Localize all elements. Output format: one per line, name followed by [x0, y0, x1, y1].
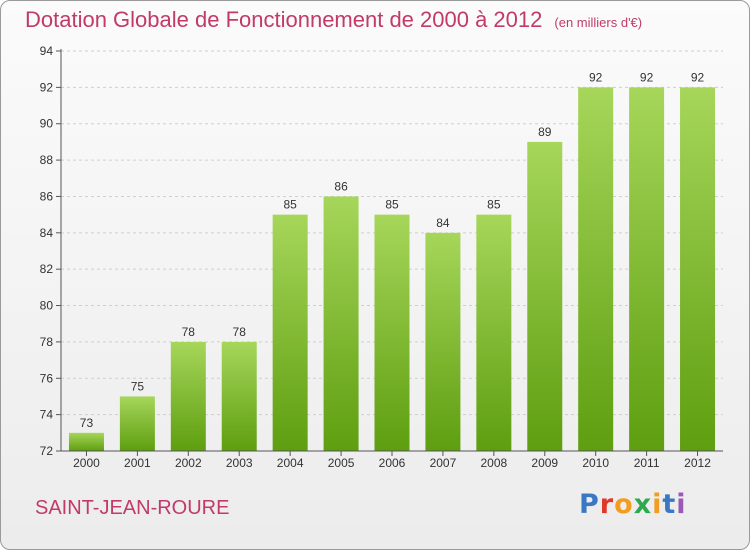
value-label-2011: 92 — [640, 70, 654, 84]
logo-letter: t — [662, 489, 677, 520]
logo-letter: P — [579, 489, 600, 520]
logo-letter: i — [652, 489, 663, 520]
y-tick-label: 80 — [40, 299, 54, 313]
value-label-2005: 86 — [334, 179, 348, 193]
bar-2011 — [629, 87, 665, 451]
axes: 72 74 76 78 80 82 84 86 88 90 92 94 2000 2001 2002 2003… — [40, 44, 723, 470]
bar-2012 — [680, 87, 716, 451]
value-label-2006: 85 — [385, 198, 399, 212]
bar-2008 — [476, 214, 512, 451]
bar-2006 — [374, 214, 410, 451]
y-tick-label: 78 — [40, 335, 54, 349]
y-tick-label: 76 — [40, 371, 54, 385]
y-tick-label: 92 — [40, 80, 54, 94]
x-tick-label-2006: 2006 — [379, 456, 406, 470]
x-tick-label-2002: 2002 — [175, 456, 202, 470]
x-tick-label-2009: 2009 — [531, 456, 558, 470]
bar-2001 — [119, 396, 155, 451]
y-tick-label: 86 — [40, 189, 54, 203]
bar-2003 — [221, 341, 257, 451]
y-tick-label: 82 — [40, 262, 54, 276]
y-tick-label: 72 — [40, 444, 54, 458]
proxiti-logo: Proxiti — [579, 489, 687, 520]
chart-title-unit: (en milliers d'€) — [554, 15, 643, 30]
y-tick-label: 84 — [40, 226, 54, 240]
bar-2007 — [425, 232, 461, 451]
commune-name: SAINT-JEAN-ROURE — [35, 497, 230, 519]
logo-letter: x — [633, 489, 653, 520]
value-label-2012: 92 — [691, 70, 705, 84]
x-tick-label-2003: 2003 — [226, 456, 253, 470]
y-tick-label: 88 — [40, 153, 54, 167]
value-label-2008: 85 — [487, 198, 501, 212]
logo-letter: o — [614, 489, 634, 520]
x-tick-label-2005: 2005 — [328, 456, 355, 470]
bar-2002 — [170, 341, 206, 451]
x-tick-label-2010: 2010 — [582, 456, 609, 470]
value-label-2000: 73 — [80, 416, 94, 430]
x-tick-label-2012: 2012 — [684, 456, 711, 470]
bars: 73 75 78 78 85 86 85 84 85 89 92 92 92 — [68, 70, 716, 451]
y-tick-label: 90 — [40, 117, 54, 131]
y-tick-label: 94 — [40, 44, 54, 58]
value-label-2003: 78 — [233, 325, 247, 339]
value-label-2010: 92 — [589, 70, 603, 84]
bar-2005 — [323, 196, 359, 451]
chart-title: Dotation Globale de Fonctionnement de 20… — [25, 7, 642, 33]
bar-2010 — [578, 87, 614, 451]
x-tick-label-2007: 2007 — [430, 456, 457, 470]
logo-letter: r — [599, 489, 615, 520]
value-label-2001: 75 — [131, 379, 145, 393]
logo-letter: i — [676, 489, 687, 520]
x-tick-label-2004: 2004 — [277, 456, 304, 470]
bar-2009 — [527, 141, 563, 451]
y-tick-label: 74 — [40, 408, 54, 422]
x-tick-label-2001: 2001 — [124, 456, 151, 470]
x-tick-label-2011: 2011 — [634, 456, 660, 470]
chart-title-main: Dotation Globale de Fonctionnement de 20… — [25, 7, 543, 32]
x-tick-label-2000: 2000 — [73, 456, 100, 470]
value-label-2002: 78 — [182, 325, 196, 339]
bar-2000 — [68, 432, 104, 451]
x-tick-label-2008: 2008 — [480, 456, 507, 470]
value-label-2007: 84 — [436, 216, 450, 230]
value-label-2009: 89 — [538, 125, 552, 139]
bar-2004 — [272, 214, 308, 451]
value-label-2004: 85 — [283, 198, 297, 212]
